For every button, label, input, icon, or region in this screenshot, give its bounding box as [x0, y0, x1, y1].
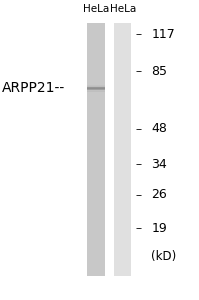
Bar: [87, 88, 105, 89]
Text: 85: 85: [151, 65, 167, 78]
Text: --: --: [135, 190, 142, 200]
Bar: [87, 86, 105, 87]
Text: HeLa: HeLa: [110, 4, 136, 14]
Text: ARPP21--: ARPP21--: [2, 82, 65, 95]
Bar: [87, 87, 105, 88]
Bar: [87, 89, 105, 90]
Bar: [87, 87, 105, 88]
Bar: [87, 86, 105, 87]
Text: --: --: [135, 66, 142, 76]
Text: (kD): (kD): [151, 250, 177, 263]
Bar: [87, 22, 105, 276]
Text: --: --: [135, 223, 142, 233]
Bar: [87, 90, 105, 91]
Text: HeLa: HeLa: [83, 4, 109, 14]
Text: --: --: [135, 124, 142, 134]
Bar: [87, 85, 105, 86]
Text: --: --: [135, 29, 142, 40]
Text: 34: 34: [151, 158, 167, 171]
Text: --: --: [135, 159, 142, 170]
Bar: [114, 22, 131, 276]
Bar: [87, 91, 105, 92]
Text: 19: 19: [151, 221, 167, 235]
Text: 26: 26: [151, 188, 167, 202]
Text: 117: 117: [151, 28, 175, 41]
Bar: [87, 91, 105, 92]
Text: 48: 48: [151, 122, 167, 136]
Bar: [87, 88, 105, 89]
